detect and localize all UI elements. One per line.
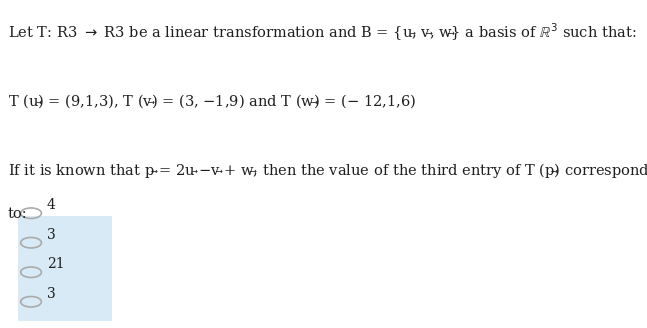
Text: Let T: R3 $\rightarrow$ R3 be a linear transformation and B = {u$\vec{}$, v$\vec: Let T: R3 $\rightarrow$ R3 be a linear t… xyxy=(8,21,636,43)
Text: 3: 3 xyxy=(47,228,56,242)
Text: to:: to: xyxy=(8,207,27,221)
Text: 21: 21 xyxy=(47,257,64,272)
FancyBboxPatch shape xyxy=(18,216,112,321)
Text: If it is known that p$\vec{}$ = 2u$\vec{}$ $-$v$\vec{}$ + w$\vec{}$, then the va: If it is known that p$\vec{}$ = 2u$\vec{… xyxy=(8,161,647,180)
Text: 3: 3 xyxy=(47,287,56,301)
Text: 4: 4 xyxy=(47,198,56,213)
Text: T (u$\vec{}$) = (9,1,3), T (v$\vec{}$) = (3, $-$1,9) and T (w$\vec{}$) = ($-$ 12: T (u$\vec{}$) = (9,1,3), T (v$\vec{}$) =… xyxy=(8,92,416,110)
